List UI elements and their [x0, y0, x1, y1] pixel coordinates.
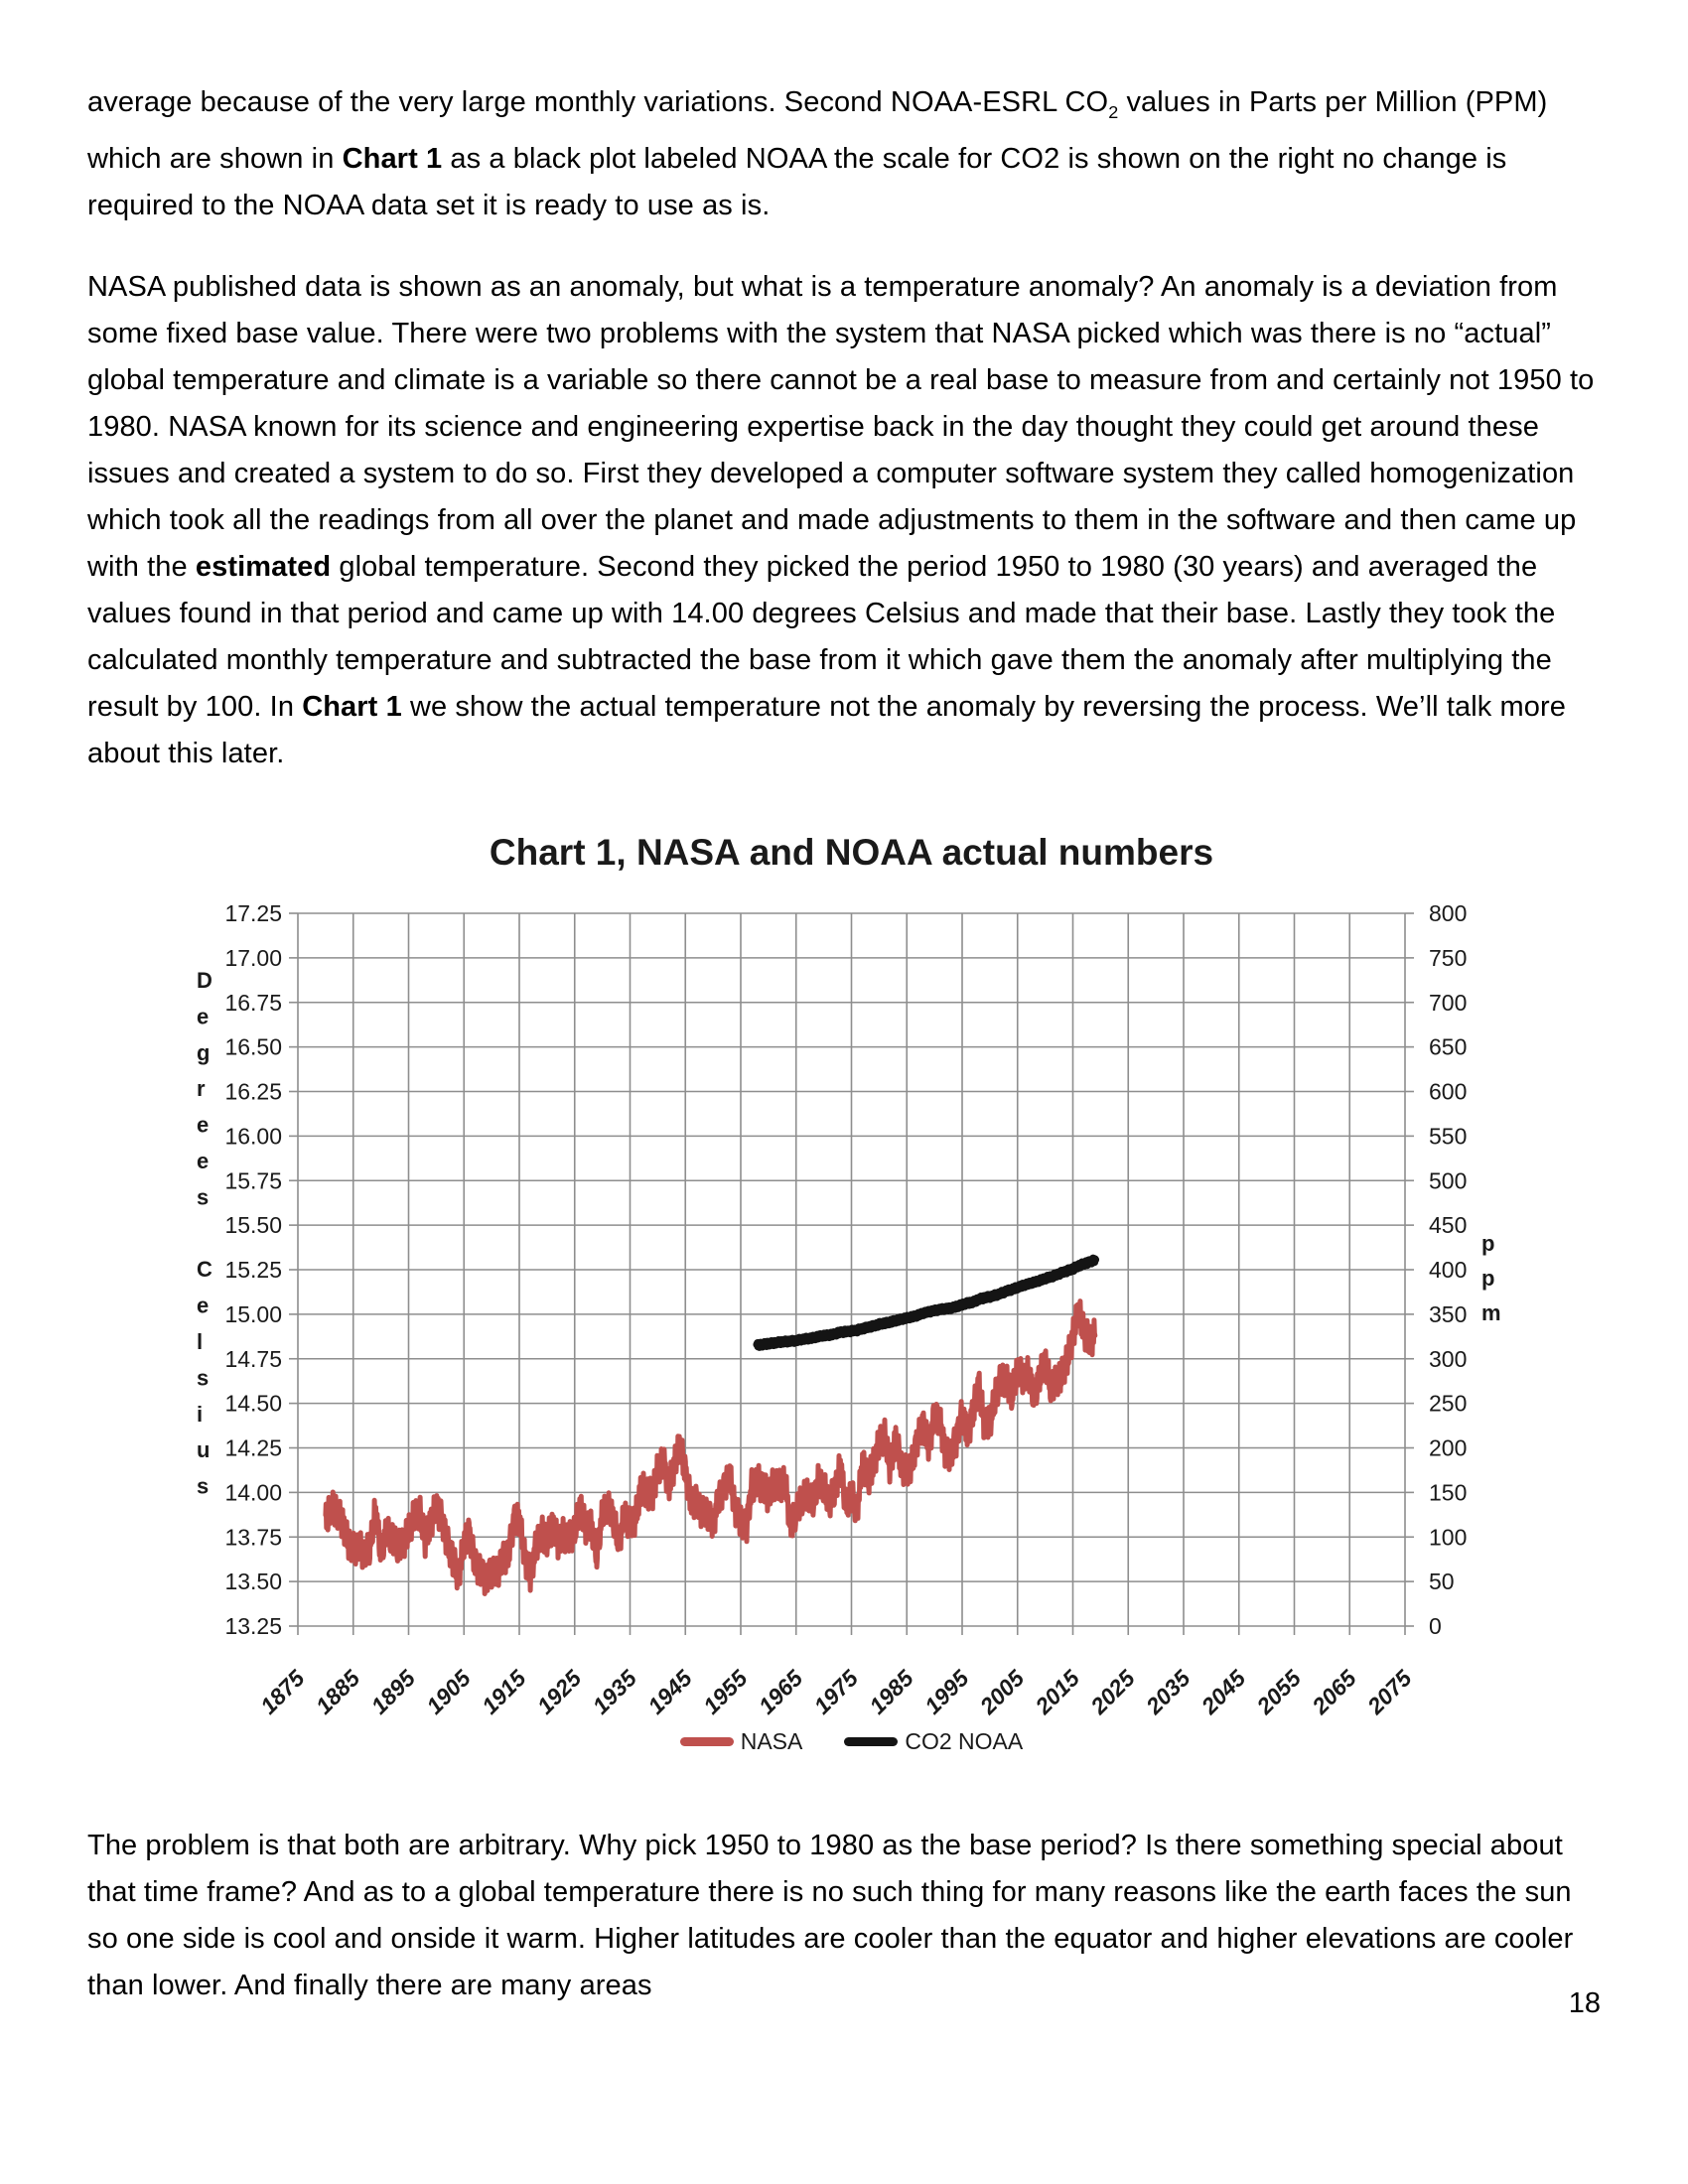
page-number: 18 — [1568, 1987, 1601, 2019]
co2-noaa-line-swatch — [844, 1736, 899, 1746]
paragraph-3: The problem is that both are arbitrary. … — [87, 1823, 1603, 2009]
y-right-axis-title-letter: p — [1481, 1231, 1494, 1256]
y-right-tick-label: 750 — [1429, 945, 1467, 971]
y-left-tick-label: 15.00 — [224, 1301, 282, 1327]
legend-label-nasa: NASA — [740, 1727, 803, 1754]
y-right-tick-label: 600 — [1429, 1079, 1467, 1105]
y-left-tick-label: 16.00 — [224, 1123, 282, 1149]
y-left-tick-label: 14.00 — [224, 1479, 282, 1505]
y-right-tick-label: 50 — [1429, 1569, 1455, 1594]
x-axis-tick-label: 1905 — [421, 1664, 476, 1718]
x-axis-tick-label: 2055 — [1251, 1664, 1307, 1719]
y-left-axis-title-letter: e — [197, 1294, 209, 1318]
y-right-tick-label: 0 — [1429, 1613, 1442, 1639]
y-right-tick-label: 800 — [1429, 900, 1467, 926]
x-axis-tick-label: 2035 — [1140, 1664, 1196, 1719]
chart-title: Chart 1, NASA and NOAA actual numbers — [489, 832, 1214, 873]
y-right-tick-label: 400 — [1429, 1257, 1467, 1283]
x-axis-tick-label: 1935 — [587, 1664, 641, 1718]
y-left-tick-label: 15.75 — [224, 1167, 282, 1193]
p2-text-3: we show the actual temperature not the a… — [87, 691, 1566, 769]
y-right-tick-label: 550 — [1429, 1123, 1467, 1149]
y-left-tick-label: 13.25 — [224, 1613, 282, 1639]
x-axis-tick-label: 1985 — [864, 1664, 918, 1718]
nasa-line-swatch — [679, 1736, 734, 1746]
series-co2-noaa — [753, 1254, 1100, 1351]
y-left-axis-title-letter: D — [197, 968, 212, 993]
x-axis-tick-label: 2005 — [974, 1664, 1030, 1719]
y-left-tick-label: 13.75 — [224, 1524, 282, 1550]
y-left-tick-label: 17.25 — [224, 900, 282, 926]
y-left-tick-label: 14.75 — [224, 1346, 282, 1372]
legend-item-nasa: NASA — [679, 1727, 803, 1755]
y-right-tick-label: 500 — [1429, 1167, 1467, 1193]
y-left-axis-title-letter: r — [197, 1076, 206, 1101]
y-left-tick-label: 13.50 — [224, 1569, 282, 1594]
x-axis-tick-label: 1895 — [365, 1664, 420, 1718]
series-nasa — [323, 1298, 1098, 1596]
x-axis-tick-label: 1965 — [754, 1664, 808, 1718]
y-right-tick-label: 100 — [1429, 1524, 1467, 1550]
y-left-axis-title-letter: l — [197, 1329, 203, 1354]
y-left-axis-title-letter: g — [197, 1040, 210, 1065]
y-right-tick-label: 700 — [1429, 990, 1467, 1016]
x-axis-tick-label: 1875 — [255, 1664, 310, 1718]
y-left-axis-title-letter: s — [197, 1184, 209, 1209]
y-left-axis-title-letter: i — [197, 1402, 203, 1427]
y-left-tick-label: 16.75 — [224, 990, 282, 1016]
p2-chart1-bold: Chart 1 — [302, 691, 402, 723]
y-left-tick-label: 14.50 — [224, 1391, 282, 1417]
y-right-axis-title-letter: p — [1481, 1266, 1494, 1291]
y-right-tick-label: 150 — [1429, 1479, 1467, 1505]
y-left-tick-label: 16.50 — [224, 1034, 282, 1060]
y-right-tick-label: 250 — [1429, 1391, 1467, 1417]
x-axis-tick-label: 2065 — [1307, 1664, 1362, 1719]
y-left-tick-label: 14.25 — [224, 1435, 282, 1461]
x-axis-tick-label: 1885 — [311, 1664, 365, 1718]
p1-text-2: values in Parts per Million (PPM) which … — [87, 86, 1548, 175]
x-axis-tick-label: 1915 — [477, 1664, 531, 1718]
y-left-axis-title-letter: s — [197, 1474, 209, 1499]
y-left-axis-title-letter: C — [197, 1257, 212, 1282]
y-left-axis-title-letter: e — [197, 1149, 209, 1173]
x-axis-tick-label: 2075 — [1361, 1664, 1417, 1719]
x-axis-tick-label: 1945 — [642, 1664, 697, 1718]
y-left-axis-title-letter: e — [197, 1004, 209, 1028]
p1-text-3: as a black plot labeled NOAA the scale f… — [87, 142, 1507, 221]
y-right-tick-label: 350 — [1429, 1301, 1467, 1327]
y-left-tick-label: 15.25 — [224, 1257, 282, 1283]
legend-label-co2-noaa: CO2 NOAA — [905, 1727, 1024, 1754]
x-axis-tick-label: 1925 — [532, 1664, 587, 1718]
x-axis-tick-label: 1955 — [698, 1664, 753, 1718]
y-right-tick-label: 200 — [1429, 1435, 1467, 1461]
y-left-tick-label: 16.25 — [224, 1079, 282, 1105]
p1-co2-subscript: 2 — [1108, 101, 1119, 122]
y-left-axis-title-letter: s — [197, 1365, 209, 1390]
paragraph-1: average because of the very large monthl… — [87, 79, 1603, 229]
chart-canvas: 1875 1885 1895 1905 1915 1925 1935 1945 1955 1965… — [197, 900, 1501, 1719]
y-right-tick-label: 300 — [1429, 1346, 1467, 1372]
y-left-axis-title-letter: e — [197, 1113, 209, 1138]
chart-legend: NASA CO2 NOAA — [298, 1723, 1405, 1759]
x-axis-tick-label: 2025 — [1085, 1664, 1141, 1719]
legend-item-co2-noaa: CO2 NOAA — [844, 1728, 1023, 1755]
x-axis-tick-label: 1995 — [919, 1664, 974, 1718]
p1-chart1-bold: Chart 1 — [342, 142, 443, 175]
paragraph-2: NASA published data is shown as an anoma… — [87, 264, 1603, 777]
p2-text-2: global temperature. Second they picked t… — [87, 551, 1556, 723]
x-axis-tick-label: 2015 — [1030, 1664, 1085, 1719]
x-axis-tick-label: 2045 — [1196, 1664, 1251, 1719]
y-right-tick-label: 450 — [1429, 1212, 1467, 1238]
y-left-axis-title-letter: u — [197, 1437, 210, 1462]
y-left-tick-label: 15.50 — [224, 1212, 282, 1238]
p3-text-1: The problem is that both are arbitrary. … — [87, 1830, 1574, 2001]
p2-text-1: NASA published data is shown as an anoma… — [87, 271, 1595, 583]
p2-estimated-bold: estimated — [195, 551, 332, 583]
y-right-axis-title-letter: m — [1481, 1300, 1501, 1325]
y-left-tick-label: 17.00 — [224, 945, 282, 971]
y-right-tick-label: 650 — [1429, 1034, 1467, 1060]
p1-text-1: average because of the very large monthl… — [87, 86, 1109, 118]
x-axis-tick-label: 1975 — [808, 1664, 863, 1718]
